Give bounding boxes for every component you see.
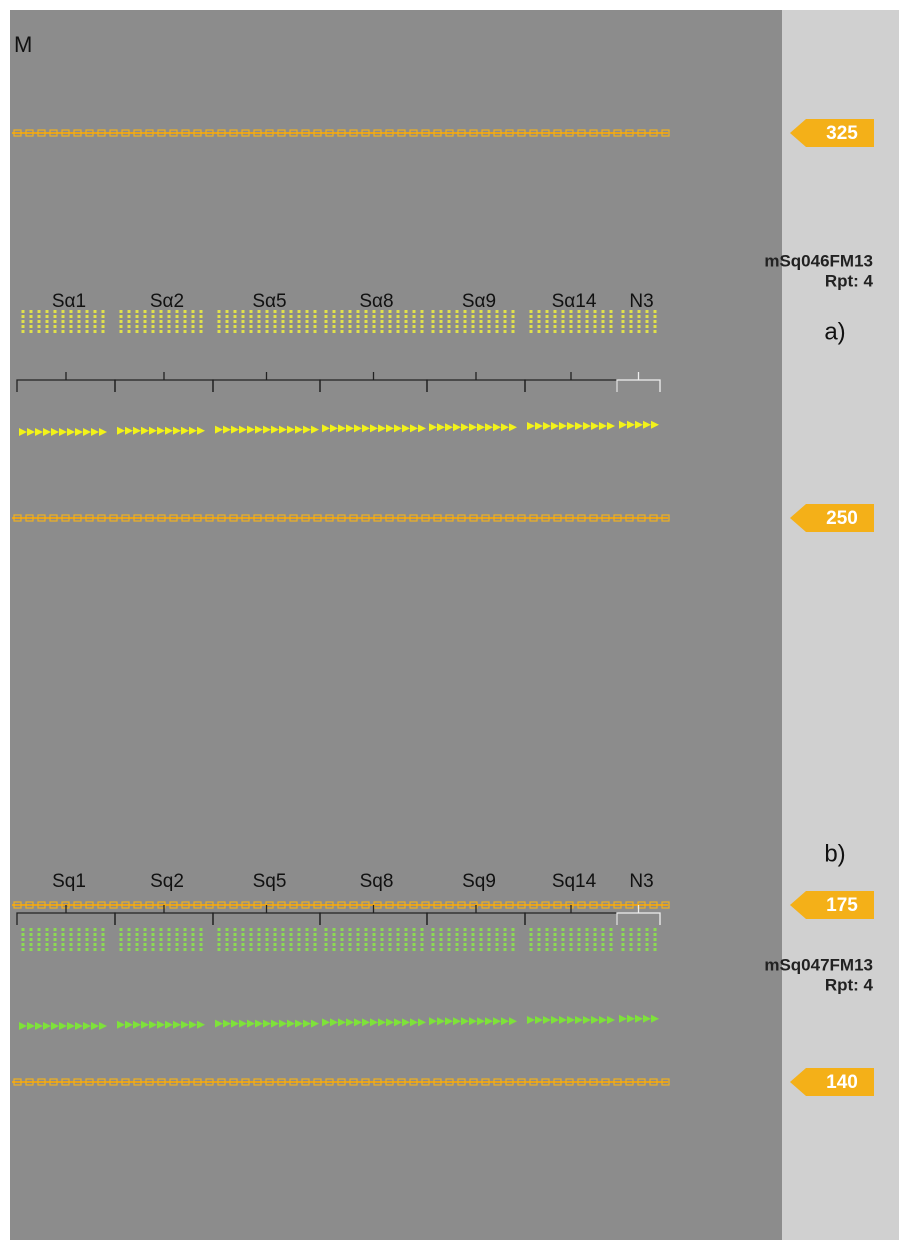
group-label: Sq2	[150, 871, 184, 892]
repeat-info: Rpt: 4	[825, 975, 874, 994]
side-panel	[782, 10, 899, 1240]
group-label: Sq8	[360, 871, 394, 892]
panel-label: a)	[824, 318, 845, 345]
group-label: Sα8	[359, 291, 393, 312]
group-label: Sα1	[52, 291, 86, 312]
locus-name: mSq046FM13	[764, 251, 873, 270]
group-label: Sα14	[552, 291, 597, 312]
marker-size: 250	[826, 508, 858, 529]
group-label: Sq9	[462, 871, 496, 892]
group-label: Sα9	[462, 291, 496, 312]
group-label: N3	[629, 871, 653, 892]
group-label: Sα5	[252, 291, 286, 312]
marker-size: 175	[826, 895, 858, 916]
group-label: Sq14	[552, 871, 597, 892]
marker-size: 325	[826, 123, 858, 144]
gel-area	[10, 10, 782, 1240]
gel-screenshot: M 325250175140a)mSq046FM13Rpt: 4Sα1Sα2Sα…	[0, 0, 899, 1240]
group-label: Sq1	[52, 871, 86, 892]
group-label: N3	[629, 291, 653, 312]
group-label: Sq5	[253, 871, 287, 892]
panel-label: b)	[824, 840, 845, 867]
marker-size: 140	[826, 1072, 858, 1093]
gel-label: M	[14, 32, 32, 57]
locus-name: mSq047FM13	[764, 955, 873, 974]
repeat-info: Rpt: 4	[825, 271, 874, 290]
group-label: Sα2	[150, 291, 184, 312]
